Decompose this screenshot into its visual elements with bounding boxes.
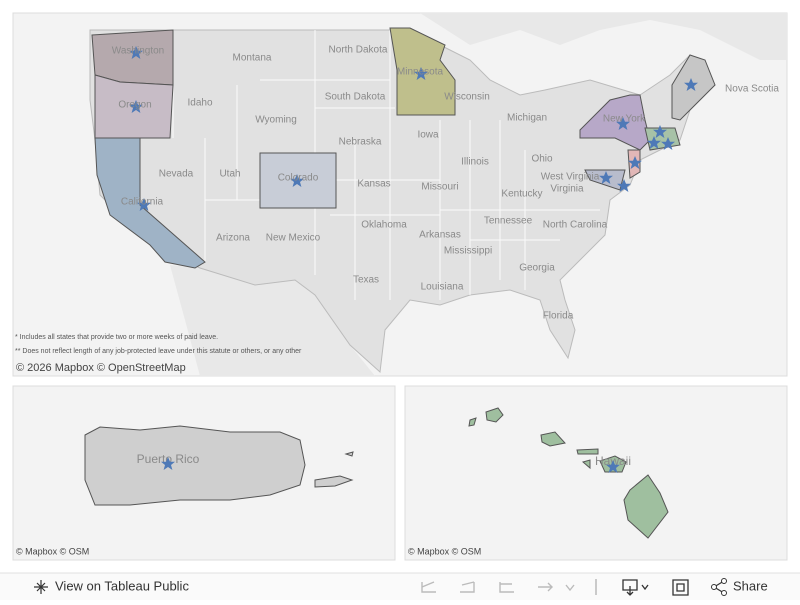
state-label: Michigan xyxy=(507,113,547,124)
history-buttons xyxy=(421,581,575,593)
state-label: North Carolina xyxy=(543,220,608,231)
state-label: South Dakota xyxy=(325,92,386,103)
footnote: ** Does not reflect length of any job-pr… xyxy=(15,348,302,355)
state-label: Kentucky xyxy=(501,189,542,200)
state-label: Louisiana xyxy=(421,282,464,293)
main-map[interactable]: Washington Oregon California Montana Ida… xyxy=(12,12,788,377)
download[interactable] xyxy=(622,579,649,596)
revert[interactable] xyxy=(499,582,514,593)
share-icon xyxy=(711,584,717,590)
share-icon xyxy=(721,590,727,596)
hawaii-inset[interactable]: Hawaii © Mapbox © OSM xyxy=(404,385,788,561)
toolbar-bg xyxy=(0,573,800,600)
redo[interactable] xyxy=(460,581,475,593)
state-label: California xyxy=(121,197,164,208)
state-label: Missouri xyxy=(421,182,458,193)
view-link[interactable]: View on Tableau Public xyxy=(34,578,189,594)
puerto-rico-inset[interactable]: Puerto Rico © Mapbox © OSM xyxy=(12,385,396,561)
state-label: Idaho xyxy=(187,98,212,109)
state-label: Wisconsin xyxy=(444,92,490,103)
state-label: Colorado xyxy=(278,173,319,184)
state-label: West Virginia xyxy=(541,172,600,183)
view-link-text[interactable]: View on Tableau Public xyxy=(55,578,189,593)
share-icon xyxy=(721,578,727,584)
attribution: © Mapbox © OSM xyxy=(16,546,89,556)
refresh[interactable] xyxy=(538,582,553,592)
state-label: Wyoming xyxy=(255,115,297,126)
state-label: Mississippi xyxy=(444,246,492,257)
state-label: Illinois xyxy=(461,157,489,168)
state-label: Florida xyxy=(543,311,574,322)
state-label: New Mexico xyxy=(266,233,321,244)
state-label: North Dakota xyxy=(329,45,388,56)
state-label: Washington xyxy=(112,46,164,57)
state-label: Kansas xyxy=(357,179,390,190)
state-label: Nova Scotia xyxy=(725,84,779,95)
footnote: * Includes all states that provide two o… xyxy=(15,334,218,341)
state-label: Oklahoma xyxy=(361,220,407,231)
state-label: Ohio xyxy=(531,154,553,165)
state-label: Texas xyxy=(353,275,379,286)
undo[interactable] xyxy=(421,581,436,593)
attribution: © 2026 Mapbox © OpenStreetMap xyxy=(16,362,186,374)
state-label: Arkansas xyxy=(419,230,461,241)
state-label: Iowa xyxy=(417,130,439,141)
pause[interactable] xyxy=(565,584,575,592)
toolbar: View on Tableau Public Share xyxy=(0,572,800,600)
mexico xyxy=(170,265,375,376)
state-label: Tennessee xyxy=(484,216,533,227)
fullscreen[interactable] xyxy=(672,579,689,596)
state-label: Utah xyxy=(219,169,240,180)
attribution: © Mapbox © OSM xyxy=(408,546,481,556)
state-labels: Washington Oregon California Montana Ida… xyxy=(112,45,780,322)
puerto-rico-shape xyxy=(84,425,306,506)
state-label: Georgia xyxy=(519,263,555,274)
inset-frame xyxy=(404,385,788,561)
state-label: Arizona xyxy=(216,233,250,244)
state-label: New York xyxy=(603,114,646,125)
tableau-icon xyxy=(34,580,48,594)
canada xyxy=(13,13,787,60)
state-label: Nevada xyxy=(159,169,194,180)
share[interactable]: Share xyxy=(711,578,768,596)
state-label: Virginia xyxy=(550,184,584,195)
islands xyxy=(314,451,354,488)
share-text[interactable]: Share xyxy=(733,578,768,593)
us-land xyxy=(89,29,716,374)
state-california[interactable] xyxy=(94,137,206,269)
state-label: Nebraska xyxy=(339,137,382,148)
state-label: Minnesota xyxy=(397,67,444,78)
state-label: Montana xyxy=(233,53,272,64)
state-label: Oregon xyxy=(118,100,151,111)
